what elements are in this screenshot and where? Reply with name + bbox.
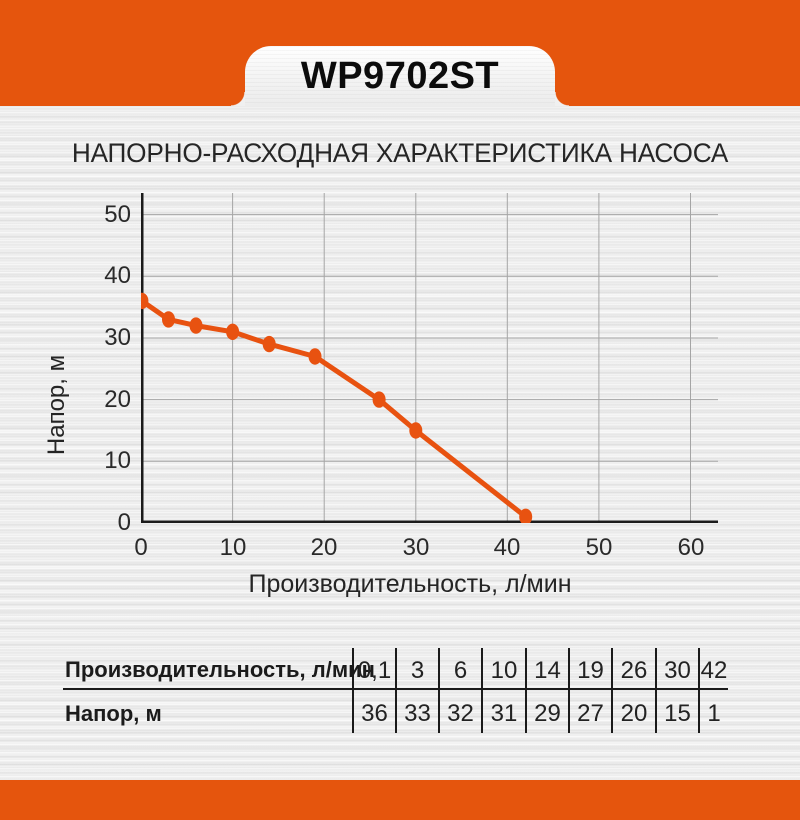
x-tick-label: 60 — [677, 534, 705, 561]
table-cell: 42 — [700, 657, 728, 684]
table-column-divider — [438, 648, 440, 733]
model-name: WP9702ST — [300, 54, 500, 97]
x-tick-label: 20 — [310, 534, 338, 561]
data-point-marker — [226, 323, 240, 340]
model-tab: WP9702ST — [231, 46, 569, 106]
data-point-marker — [262, 335, 276, 353]
y-tick-label: 10 — [104, 447, 131, 474]
chart-plot-area — [141, 193, 718, 523]
table-cell: 1 — [707, 700, 721, 727]
footer-band — [0, 780, 800, 820]
x-axis-title: Производительность, л/мин — [248, 570, 572, 598]
table-column-divider — [655, 648, 657, 733]
table-cell: 10 — [490, 657, 518, 684]
data-point-marker — [141, 292, 149, 310]
y-axis-title: Напор, м — [43, 354, 70, 456]
table-column-divider — [568, 648, 570, 733]
table-cell: 33 — [404, 700, 431, 727]
table-row-label-head: Напор, м — [65, 701, 162, 726]
y-tick-label: 30 — [104, 324, 131, 351]
y-tick-label: 50 — [104, 201, 131, 228]
x-tick-label: 10 — [219, 534, 247, 561]
table-column-divider — [352, 648, 354, 733]
table-cell: 19 — [577, 657, 604, 684]
table-cell: 32 — [447, 700, 474, 727]
data-point-marker — [308, 348, 322, 365]
table-cell: 6 — [453, 657, 468, 684]
table-cell: 31 — [490, 700, 518, 727]
table-column-divider — [698, 648, 700, 733]
x-tick-label: 40 — [493, 534, 521, 561]
table-cell: 20 — [620, 700, 648, 727]
data-point-marker — [162, 311, 175, 328]
table-cell: 30 — [664, 657, 691, 684]
pump-curve — [141, 298, 529, 520]
table-cell: 29 — [534, 700, 561, 727]
table-column-divider — [525, 648, 527, 733]
y-tick-label: 20 — [104, 386, 131, 413]
data-point-marker — [409, 422, 423, 439]
x-tick-label: 30 — [402, 534, 430, 561]
table-cell: 15 — [664, 700, 691, 727]
x-tick-label: 0 — [134, 534, 148, 561]
x-tick-label: 50 — [585, 534, 613, 561]
table-cell: 3 — [410, 657, 425, 684]
y-tick-label: 40 — [104, 262, 131, 289]
pump-curve-chart — [141, 193, 718, 523]
table-column-divider — [395, 648, 397, 733]
data-point-marker — [372, 391, 386, 408]
page-title: НАПОРНО-РАСХОДНАЯ ХАРАКТЕРИСТИКА НАСОСА — [71, 138, 729, 168]
table-column-divider — [611, 648, 613, 733]
table-cell: 14 — [534, 657, 561, 684]
table-column-divider — [481, 648, 483, 733]
data-point-marker — [189, 317, 203, 334]
data-point-marker — [519, 508, 533, 523]
table-cell: 26 — [620, 657, 648, 684]
table-cell: 27 — [577, 700, 604, 727]
table-cell: 36 — [361, 700, 388, 727]
y-tick-label: 0 — [117, 509, 131, 536]
table-cell: 0,1 — [357, 657, 392, 684]
table-row-label-flow: Производительность, л/мин — [65, 657, 375, 682]
